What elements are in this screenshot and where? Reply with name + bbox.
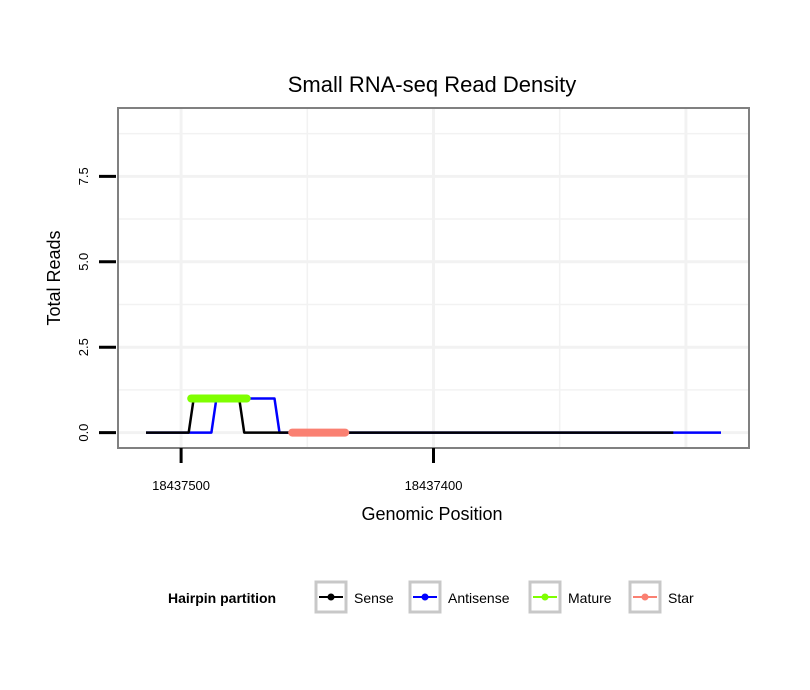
legend-label-sense: Sense xyxy=(354,590,394,606)
legend: Hairpin partition Sense Antisense Mature St… xyxy=(168,580,694,614)
legend-title: Hairpin partition xyxy=(168,590,276,606)
y-tick-label: 0.0 xyxy=(76,424,91,442)
legend-label-mature: Mature xyxy=(568,590,612,606)
y-axis-label: Total Reads xyxy=(44,230,64,325)
series-lines xyxy=(146,394,721,437)
y-tick-label: 5.0 xyxy=(76,253,91,271)
series-antisense-line xyxy=(146,397,721,434)
series-sense-line xyxy=(146,397,674,434)
chart-title: Small RNA-seq Read Density xyxy=(288,72,577,97)
legend-key-marker xyxy=(327,593,335,601)
legend-label-star: Star xyxy=(668,590,694,606)
axis-ticks: 18437500 18437400 0.0 2.5 5.0 7.5 xyxy=(76,167,462,493)
legend-label-antisense: Antisense xyxy=(448,590,510,606)
x-axis-label: Genomic Position xyxy=(361,504,502,524)
x-tick-label: 18437400 xyxy=(405,478,463,493)
legend-key-marker xyxy=(541,593,549,601)
legend-key-marker xyxy=(641,593,649,601)
legend-key-marker xyxy=(421,593,429,601)
y-tick-label: 7.5 xyxy=(76,167,91,185)
y-tick-label: 2.5 xyxy=(76,338,91,356)
x-tick-label: 18437500 xyxy=(152,478,210,493)
